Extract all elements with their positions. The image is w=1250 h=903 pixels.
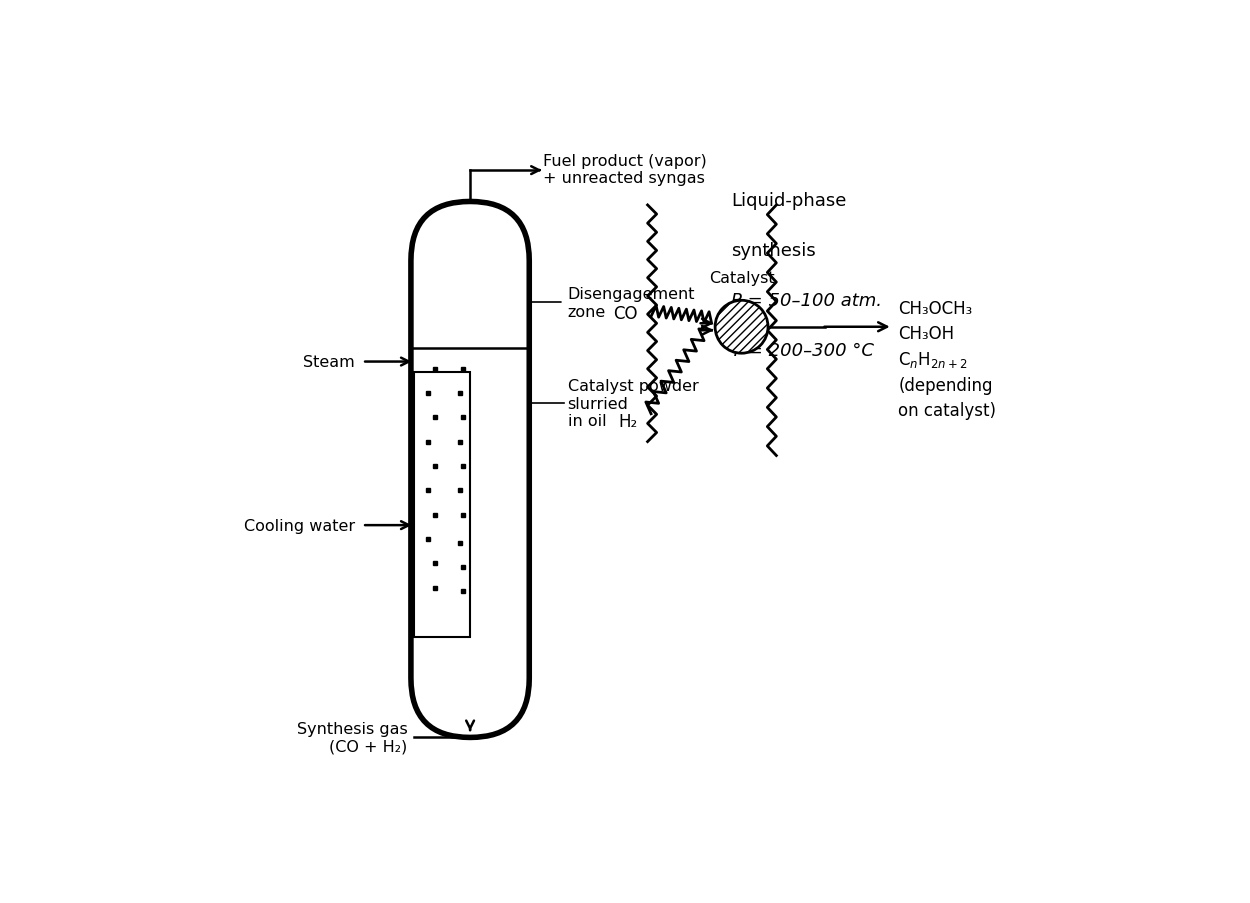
Text: synthesis: synthesis bbox=[731, 242, 816, 260]
Text: Cooling water: Cooling water bbox=[244, 518, 355, 533]
Text: Disengagement
zone: Disengagement zone bbox=[568, 287, 695, 320]
Text: CO: CO bbox=[612, 304, 638, 322]
Text: Fuel product (vapor)
+ unreacted syngas: Fuel product (vapor) + unreacted syngas bbox=[544, 154, 708, 186]
Text: P = 50–100 atm.: P = 50–100 atm. bbox=[731, 292, 882, 310]
Text: T = 200–300 °C: T = 200–300 °C bbox=[731, 342, 874, 360]
Text: Catalyst: Catalyst bbox=[709, 271, 774, 285]
Text: Liquid-phase: Liquid-phase bbox=[731, 191, 846, 209]
Text: Steam: Steam bbox=[304, 355, 355, 369]
Text: Catalyst powder
slurried
in oil: Catalyst powder slurried in oil bbox=[568, 379, 699, 429]
Text: H₂: H₂ bbox=[618, 413, 638, 430]
Circle shape bbox=[715, 301, 767, 354]
FancyBboxPatch shape bbox=[411, 202, 529, 738]
Text: CH₃OCH₃
CH₃OH
C$_n$H$_{2n+2}$
(depending
on catalyst): CH₃OCH₃ CH₃OH C$_n$H$_{2n+2}$ (depending… bbox=[899, 300, 996, 420]
Bar bbox=[415, 373, 470, 637]
Text: Synthesis gas
(CO + H₂): Synthesis gas (CO + H₂) bbox=[296, 721, 408, 754]
